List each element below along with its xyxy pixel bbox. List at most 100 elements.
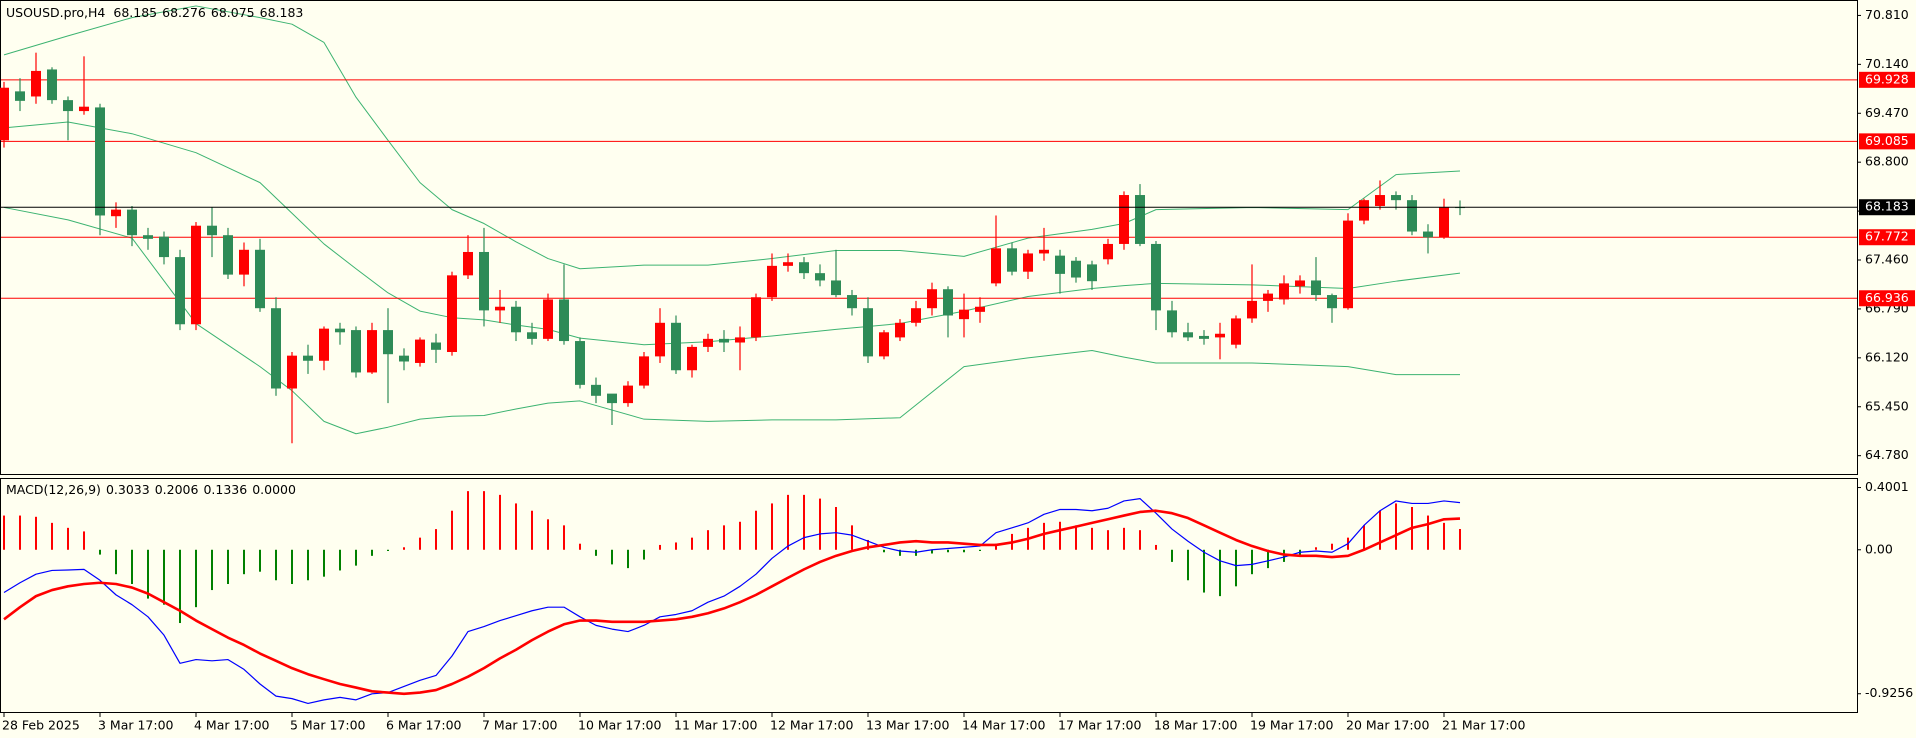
price-label: 68.183 [1865,199,1909,214]
level-label: 69.085 [1865,133,1909,148]
open-readout: 68.185 [113,5,157,20]
macd-main-readout: 0.3033 [106,482,150,497]
candle-body [175,257,185,325]
candle-body [975,306,985,312]
macd-signal-readout: 0.2006 [155,482,199,497]
level-label-box [1859,71,1915,88]
candle-body [735,337,745,343]
candle-body [687,346,697,371]
candle-body [159,236,169,258]
candle-body [31,70,41,97]
y-tick-label: 70.140 [1865,56,1909,71]
candle-body [799,262,809,274]
y-tick-label: 67.460 [1865,252,1909,267]
candle-body [63,100,73,112]
candle-body [1119,195,1129,244]
candle-body [1023,253,1033,272]
x-tick-label: 21 Mar 17:00 [1442,718,1526,733]
candle-body [639,356,649,386]
candle-body [1183,332,1193,338]
candle-body [319,328,329,361]
x-tick-label: 4 Mar 17:00 [194,718,270,733]
candle-body [351,330,361,373]
candle-body [143,235,153,239]
candle-body [559,299,569,342]
candle-body [719,338,729,343]
level-label: 66.936 [1865,290,1909,305]
candle-body [47,69,57,101]
x-tick-label: 19 Mar 17:00 [1250,718,1334,733]
candle-body [495,306,505,311]
candle-body [1439,207,1449,238]
candle-body [783,262,793,266]
level-label: 69.928 [1865,71,1909,86]
y-tick-label: 66.120 [1865,349,1909,364]
candle-body [527,332,537,339]
candle-body [1087,264,1097,282]
x-tick-label: 5 Mar 17:00 [290,718,366,733]
candle-body [959,309,969,320]
y-tick-label: 0.00 [1865,541,1893,556]
candle-body [767,265,777,298]
candle-body [271,308,281,389]
price-label-box [1859,199,1915,216]
candle-body [223,235,233,275]
candle-body [287,355,297,389]
candle-body [1359,200,1369,221]
candle-body [1247,300,1257,319]
candle-body [1231,318,1241,345]
candle-body [895,322,905,338]
candle-body [127,209,137,236]
candle-body [1103,243,1113,260]
candle-body [1407,200,1417,232]
level-label-box [1859,290,1915,307]
y-tick-label: 64.780 [1865,447,1909,462]
level-label-box [1859,229,1915,246]
candle-body [1295,280,1305,287]
candle-body [1055,255,1065,274]
candle-body [751,297,761,338]
y-tick-label: 68.800 [1865,154,1909,169]
candle-body [399,355,409,362]
candle-body [1007,248,1017,272]
band-lower [3,206,1460,435]
candle-body [255,249,265,309]
candle-body [863,308,873,357]
y-tick-label: 0.4001 [1865,479,1909,494]
x-tick-label: 11 Mar 17:00 [674,718,758,733]
candle-body [415,339,425,363]
candle-body [303,355,313,361]
x-tick-label: 17 Mar 17:00 [1058,718,1142,733]
price-panel-frame [0,0,1858,475]
candle-body [1311,280,1321,296]
x-tick-label: 7 Mar 17:00 [482,718,558,733]
symbol: USOUSD.pro,H4 [6,5,105,20]
x-tick-label: 28 Feb 2025 [2,718,80,733]
candle-body [79,106,89,112]
chart-header: USOUSD.pro,H4 68.185 68.276 68.075 68.183 [6,5,303,20]
candle-body [879,332,889,357]
x-tick-label: 14 Mar 17:00 [962,718,1046,733]
candle-body [927,289,937,309]
candle-body [991,248,1001,284]
x-tick-label: 20 Mar 17:00 [1346,718,1430,733]
candle-body [511,306,521,333]
candle-body [1199,335,1209,339]
macd-extra-readout: 0.0000 [252,482,296,497]
candle-body [95,107,105,216]
close-readout: 68.183 [260,5,304,20]
candle-body [831,280,841,296]
candle-body [671,322,681,371]
x-tick-label: 3 Mar 17:00 [98,718,174,733]
candle-body [1215,333,1225,338]
candle-body [367,330,377,373]
candle-body [543,299,553,339]
candle-body [1423,231,1433,238]
candle-body [447,275,457,353]
y-tick-label: 69.470 [1865,105,1909,120]
band-upper [3,5,1461,270]
macd-header: MACD(12,26,9) 0.3033 0.2006 0.1336 0.0000 [6,482,296,497]
candle-body [1135,195,1145,244]
candle-body [655,322,665,357]
